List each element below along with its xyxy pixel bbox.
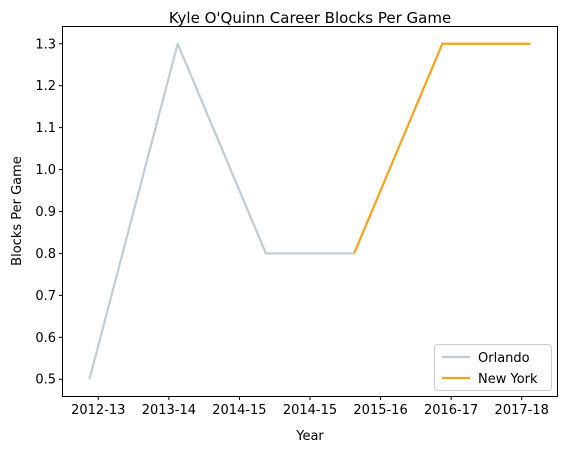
y-tick-label: 0.8 <box>35 247 56 262</box>
x-tick-label: 2012-13 <box>71 403 125 418</box>
y-tick-label: 1.2 <box>35 79 56 94</box>
chart-title: Kyle O'Quinn Career Blocks Per Game <box>169 9 451 27</box>
y-tick-label: 1.1 <box>35 121 56 136</box>
y-tick-label: 1.3 <box>35 37 56 52</box>
x-tick-label: 2014-15 <box>283 403 337 418</box>
y-tick-label: 0.6 <box>35 331 56 346</box>
y-axis-label: Blocks Per Game <box>10 156 25 266</box>
x-tick-label: 2017-18 <box>495 403 549 418</box>
x-tick-label: 2016-17 <box>424 403 478 418</box>
x-tick-label: 2015-16 <box>353 403 407 418</box>
x-tick-label: 2013-14 <box>142 403 196 418</box>
x-tick-label: 2014-15 <box>212 403 266 418</box>
legend: Orlando New York <box>435 345 552 391</box>
y-tick-label: 0.5 <box>35 373 56 388</box>
legend-label-orlando: Orlando <box>478 351 530 366</box>
y-tick-label: 1.0 <box>35 163 56 178</box>
y-tick-label: 0.7 <box>35 289 56 304</box>
x-axis-label: Year <box>295 429 324 444</box>
legend-label-new-york: New York <box>478 372 538 387</box>
y-tick-label: 0.9 <box>35 205 56 220</box>
